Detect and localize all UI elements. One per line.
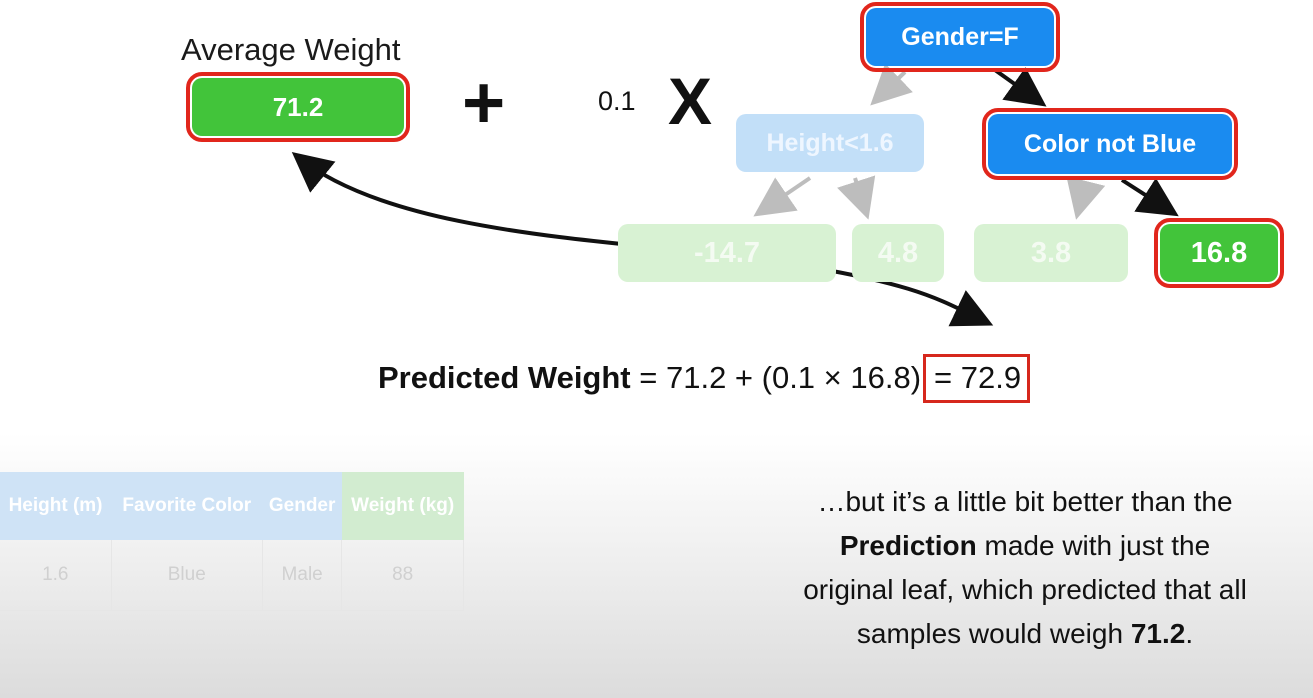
header-weight: Weight (kg) <box>341 472 464 540</box>
tree-leaf-4: 16.8 <box>1154 218 1284 288</box>
plus-sign: + <box>462 61 506 144</box>
cell-gender: Male <box>262 540 343 611</box>
header-favorite-color: Favorite Color <box>111 472 263 540</box>
average-weight-label: Average Weight <box>181 32 401 67</box>
cell-favorite-color: Blue <box>111 540 263 611</box>
edge-root-left <box>870 63 913 106</box>
edge-root-right <box>993 67 1047 107</box>
edge-right-leaf4 <box>1120 177 1179 217</box>
tree-leaf-1: -14.7 <box>618 224 836 282</box>
caption-bold-value: 71.2 <box>1130 618 1186 649</box>
table-row: 1.6 Blue Male 88 <box>0 540 464 611</box>
cell-weight: 88 <box>341 540 464 611</box>
tree-right-split-node: Color not Blue <box>982 108 1238 180</box>
edge-right-leaf3 <box>1066 176 1106 220</box>
edge-left-leaf2 <box>837 175 876 220</box>
learning-rate: 0.1 <box>598 86 636 116</box>
caption-bold-prediction: Prediction <box>839 530 977 561</box>
header-height: Height (m) <box>0 472 112 540</box>
edge-left-leaf1 <box>753 176 812 217</box>
caption-part-1: …but it’s a little bit better than the <box>817 486 1233 517</box>
formula-label: Predicted Weight <box>378 360 631 395</box>
tree-leaf-3: 3.8 <box>974 224 1128 282</box>
tree-root-node: Gender=F <box>860 2 1060 72</box>
sample-data-table: Height (m) Favorite Color Gender Weight … <box>0 472 464 611</box>
table-header-row: Height (m) Favorite Color Gender Weight … <box>0 472 464 540</box>
tree-left-split-node: Height<1.6 <box>736 114 924 172</box>
base-value-leaf: 71.2 <box>186 72 410 142</box>
predicted-weight-formula: Predicted Weight = 71.2 + (0.1 × 16.8) = … <box>378 354 1031 403</box>
formula-expression: = 71.2 + (0.1 × 16.8) <box>630 360 922 395</box>
header-gender: Gender <box>262 472 342 540</box>
caption-part-3: . <box>1185 618 1194 649</box>
tree-leaf-2: 4.8 <box>852 224 944 282</box>
caption-part-2: made with just the original leaf, which … <box>803 530 1247 649</box>
formula-result-box: = 72.9 <box>923 354 1031 403</box>
cell-height: 1.6 <box>0 540 112 611</box>
caption-text: …but it’s a little bit better than the P… <box>800 480 1250 656</box>
times-sign: X <box>668 64 713 138</box>
